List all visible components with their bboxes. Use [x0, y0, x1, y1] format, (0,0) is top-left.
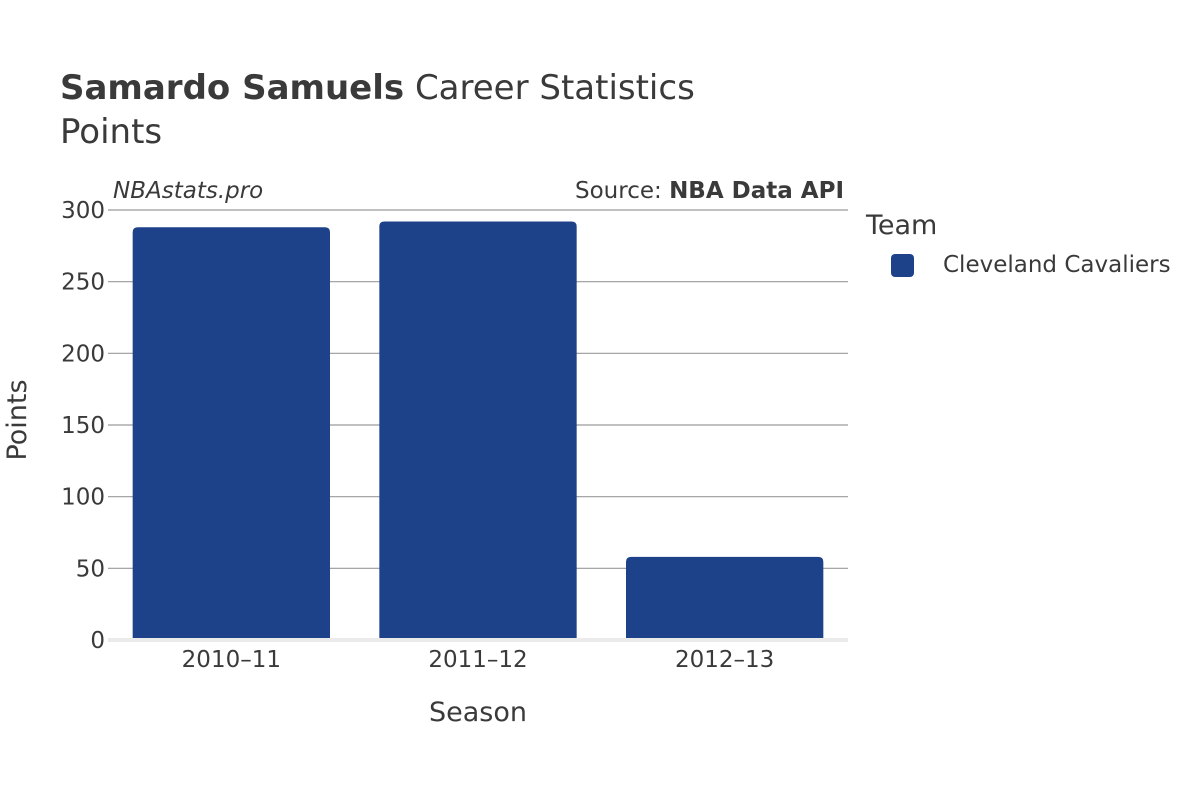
bar-2011–12[interactable]	[379, 221, 577, 640]
x-tick-label: 2012–13	[675, 647, 774, 673]
legend-swatch	[891, 253, 914, 277]
y-tick-label: 300	[61, 198, 105, 224]
y-tick-label: 150	[61, 413, 105, 439]
y-axis-title: Points	[2, 379, 33, 460]
legend-label: Cleveland Cavaliers	[943, 252, 1171, 278]
x-tick-label: 2011–12	[428, 647, 527, 673]
legend-title: Team	[866, 210, 938, 241]
y-tick-label: 50	[76, 556, 105, 582]
y-tick-label: 200	[61, 341, 105, 367]
player-name: Samardo Samuels	[60, 68, 405, 108]
bar-2010–11[interactable]	[132, 227, 330, 640]
legend-item[interactable]: Cleveland Cavaliers	[891, 252, 1171, 278]
y-tick-label: 100	[61, 485, 105, 511]
y-tick-label: 250	[61, 270, 105, 296]
title-suffix: Career Statistics	[414, 68, 695, 108]
chart-title: Samardo Samuels Career Statistics	[60, 68, 695, 108]
bar-2012–13[interactable]	[626, 556, 824, 640]
x-axis-title: Season	[429, 697, 527, 728]
source-name: NBA Data API	[669, 178, 844, 204]
x-tick-label: 2010–11	[182, 647, 281, 673]
axes: 0 50 100 150 200 250 300 2010–11 2011–12 2012–13	[61, 198, 848, 673]
y-tick-label: 0	[90, 628, 105, 654]
source-credit: Source: NBA Data API	[575, 178, 844, 204]
watermark: NBAstats.pro	[113, 178, 264, 204]
source-prefix: Source:	[575, 178, 670, 204]
bars	[132, 221, 824, 640]
chart-subtitle: Points	[60, 112, 163, 152]
